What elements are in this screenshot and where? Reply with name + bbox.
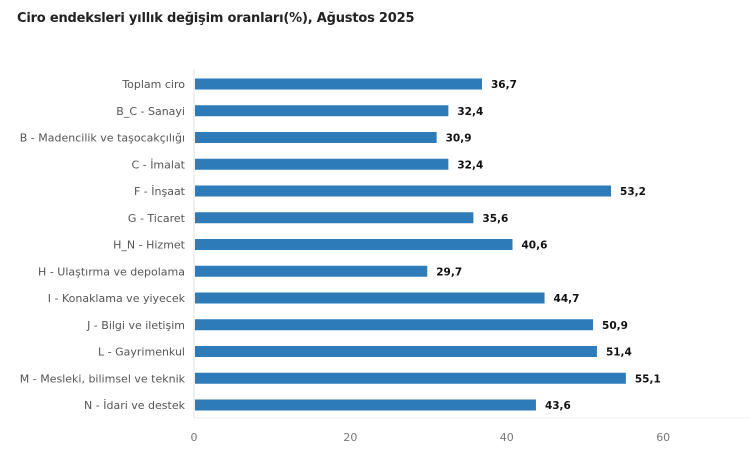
data-label: 55,1 <box>635 373 661 385</box>
x-tick-label: 0 <box>191 431 198 444</box>
bar <box>195 105 449 117</box>
data-label: 32,4 <box>457 159 483 171</box>
category-label: N - İdari ve destek <box>84 399 186 412</box>
x-tick-label: 20 <box>343 431 357 444</box>
x-tick-label: 40 <box>500 431 514 444</box>
bar <box>195 212 474 224</box>
data-label: 53,2 <box>620 186 646 198</box>
category-label: L - Gayrimenkul <box>98 346 185 359</box>
category-label: C - İmalat <box>132 158 186 171</box>
data-label: 50,9 <box>602 320 628 332</box>
data-label: 29,7 <box>436 266 462 278</box>
category-label: I - Konaklama ve yiyecek <box>48 292 186 305</box>
data-label: 44,7 <box>554 293 580 305</box>
data-label: 51,4 <box>606 347 632 359</box>
bar <box>195 78 482 90</box>
data-label: 36,7 <box>491 79 517 91</box>
bar <box>195 265 428 277</box>
category-label: J - Bilgi ve iletişim <box>86 319 185 332</box>
category-label: M - Mesleki, bilimsel ve teknik <box>20 372 186 385</box>
data-label: 32,4 <box>457 106 483 118</box>
bar <box>195 372 626 384</box>
bar <box>195 158 449 170</box>
bar <box>195 292 545 304</box>
x-tick-label: 60 <box>656 431 670 444</box>
chart-title: Ciro endeksleri yıllık değişim oranları(… <box>17 11 415 26</box>
bar <box>195 399 536 411</box>
category-label: B - Madencilik ve taşocakçılığı <box>20 132 185 145</box>
category-label: H_N - Hizmet <box>113 239 186 252</box>
category-label: G - Ticaret <box>128 212 186 225</box>
category-label: H - Ulaştırma ve depolama <box>38 265 185 278</box>
bar <box>195 319 594 331</box>
data-label: 35,6 <box>482 213 508 225</box>
category-label: F - İnşaat <box>134 185 186 198</box>
category-label: Toplam ciro <box>121 78 185 91</box>
bar <box>195 239 513 250</box>
category-label: B_C - Sanayi <box>116 105 185 118</box>
data-label: 40,6 <box>521 240 547 252</box>
data-label: 30,9 <box>446 133 472 145</box>
bar <box>195 132 437 143</box>
data-label: 43,6 <box>545 400 571 412</box>
bar <box>195 185 612 197</box>
bar <box>195 346 597 357</box>
